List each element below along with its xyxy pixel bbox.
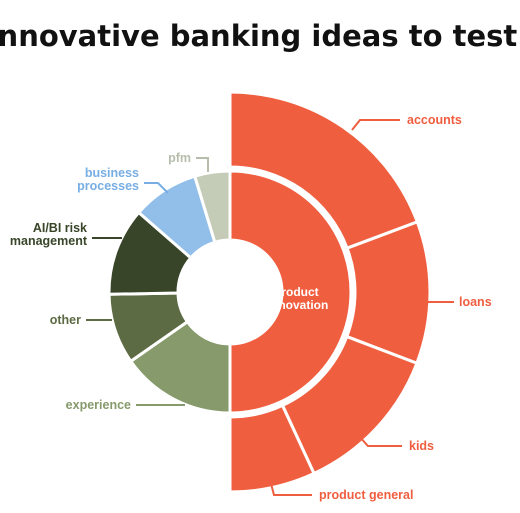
label-pfm: pfm bbox=[168, 151, 191, 165]
leader-line-business-processes bbox=[144, 182, 169, 194]
inner-slice-product-innovation bbox=[228, 169, 353, 415]
leader-line-accounts bbox=[351, 119, 400, 131]
center-label-line-2: innovation bbox=[268, 298, 329, 312]
chart-title: Innovative banking ideas to test bbox=[0, 19, 517, 53]
label-kids: kids bbox=[409, 439, 434, 453]
label-loans: loans bbox=[459, 295, 492, 309]
leader-line-pfm bbox=[196, 157, 209, 172]
label-ai-bi-risk-management: AI/BI risk management bbox=[10, 221, 88, 248]
inner-slice-pfm bbox=[193, 169, 232, 244]
center-label: product innovation bbox=[268, 285, 329, 312]
label-product-general: product general bbox=[319, 488, 413, 502]
label-experience: experience bbox=[66, 398, 131, 412]
leader-line-product-general bbox=[268, 475, 312, 496]
label-business-processes: business processes bbox=[77, 166, 139, 193]
center-label-line-1: product bbox=[274, 285, 319, 299]
label-accounts: accounts bbox=[407, 113, 462, 127]
rings bbox=[107, 90, 432, 494]
outer-slice-product-general bbox=[228, 403, 316, 494]
leader-line-kids bbox=[347, 423, 402, 447]
leader-lines: accounts loans kids product general experien… bbox=[10, 113, 492, 502]
label-other: other bbox=[50, 313, 81, 327]
